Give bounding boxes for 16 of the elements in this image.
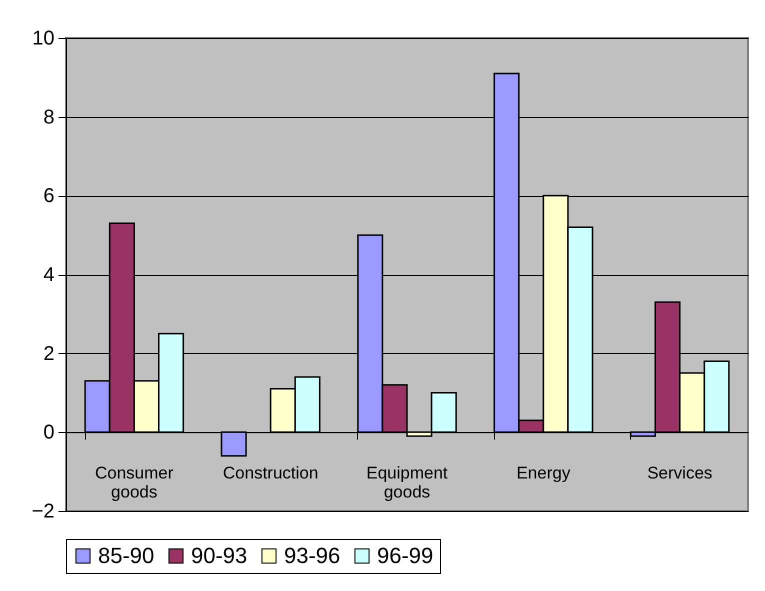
legend-label: 96-99 (377, 543, 434, 568)
x-tick-label: Consumer goods (94, 464, 174, 502)
legend-label: 90-93 (191, 543, 248, 568)
y-tick-label: 10 (32, 28, 54, 50)
y-tick-label: 0 (43, 422, 54, 444)
y-tick-label: 2 (43, 342, 54, 365)
y-tick-label: 8 (43, 106, 54, 128)
x-tick-label: Services (647, 464, 712, 483)
x-tick-label: Equipment goods (366, 464, 448, 502)
y-tick-label: 6 (43, 185, 54, 208)
legend-label: 85-90 (98, 543, 154, 568)
legend-label: 93-96 (284, 543, 340, 568)
y-tick-label: −2 (32, 500, 54, 522)
x-tick-label: Energy (516, 464, 571, 483)
x-tick-label: Construction (222, 464, 318, 483)
y-tick-label: 4 (43, 264, 54, 286)
